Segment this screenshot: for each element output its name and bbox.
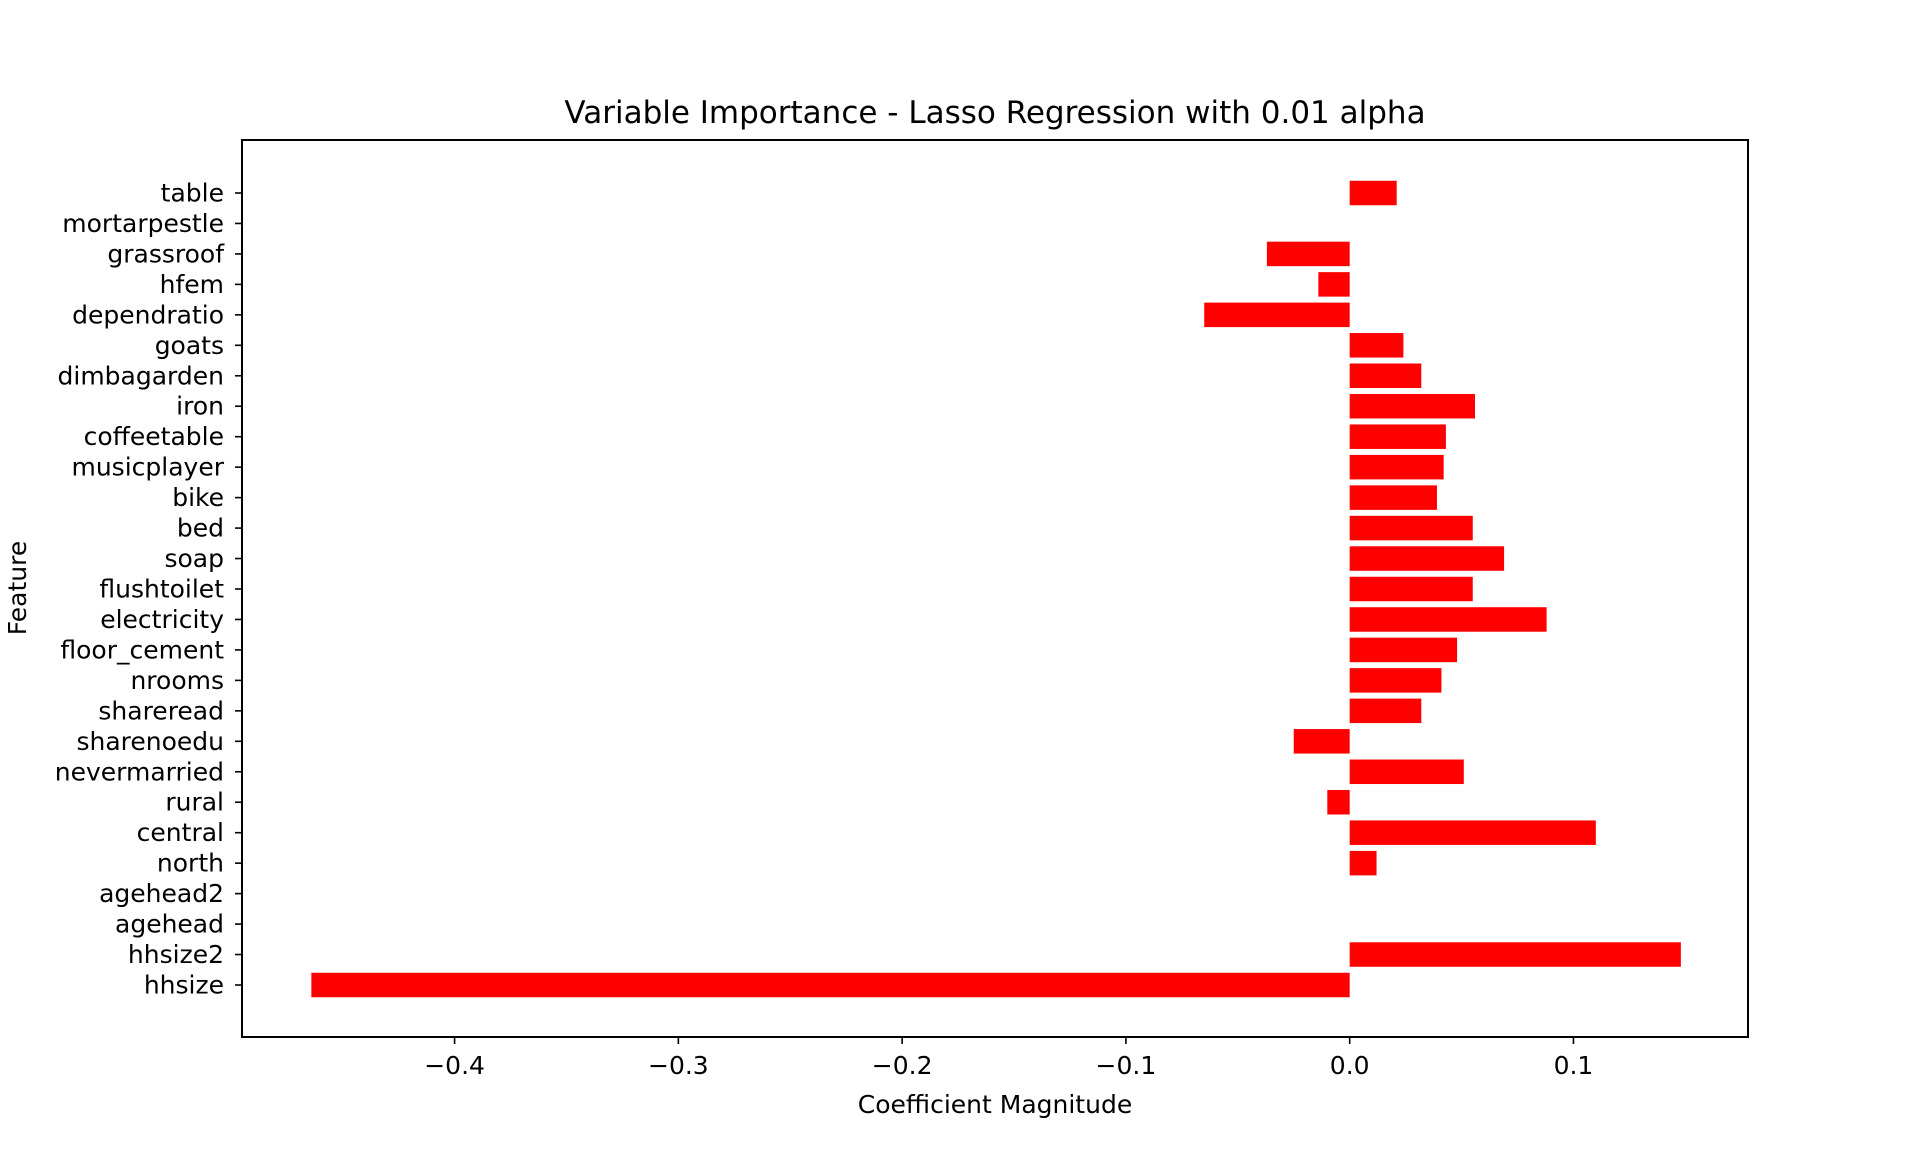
- y-tick-label-dependratio: dependratio: [72, 300, 224, 329]
- y-tick-label-floor-cement: floor_cement: [60, 635, 224, 664]
- bar-sharenoedu: [1293, 729, 1350, 754]
- y-tick-label-goats: goats: [155, 331, 224, 360]
- y-tick-label-shareread: shareread: [98, 696, 224, 725]
- x-tick-label: −0.1: [1096, 1051, 1157, 1080]
- bar-bed: [1349, 515, 1473, 541]
- bar-floor-cement: [1349, 637, 1458, 663]
- bar-hhsize2: [1349, 942, 1681, 967]
- x-tick-label: 0.1: [1554, 1051, 1594, 1080]
- y-tick-label-table: table: [161, 179, 224, 208]
- y-tick-label-iron: iron: [176, 392, 224, 421]
- bar-musicplayer: [1349, 454, 1444, 480]
- bar-coffeetable: [1349, 424, 1446, 449]
- y-tick-label-nrooms: nrooms: [130, 666, 224, 695]
- y-tick-label-bed: bed: [177, 514, 224, 543]
- bar-flushtoilet: [1349, 576, 1473, 602]
- x-ticks-group: −0.4 −0.3 −0.2 −0.1 0.0 0.1: [424, 1037, 1593, 1080]
- bar-hhsize: [311, 972, 1350, 998]
- y-tick-label-rural: rural: [165, 788, 224, 817]
- bar-goats: [1349, 333, 1404, 358]
- y-tick-label-hfem: hfem: [160, 270, 224, 299]
- y-tick-label-hhsize: hhsize: [144, 971, 224, 1000]
- bar-nrooms: [1349, 668, 1442, 693]
- y-ticks-group: hhsizehhsize2ageheadagehead2northcentral…: [55, 179, 242, 1000]
- bar-bike: [1349, 485, 1437, 510]
- bar-soap: [1349, 546, 1505, 571]
- y-tick-label-north: north: [157, 849, 224, 878]
- y-tick-label-flushtoilet: flushtoilet: [99, 575, 224, 604]
- y-tick-label-coffeetable: coffeetable: [84, 422, 224, 451]
- y-tick-label-nevermarried: nevermarried: [55, 757, 224, 786]
- y-tick-label-agehead: agehead: [115, 910, 224, 939]
- y-tick-label-bike: bike: [172, 483, 224, 512]
- bar-dimbagarden: [1349, 363, 1422, 389]
- bar-hfem: [1318, 272, 1350, 297]
- bar-iron: [1349, 393, 1475, 419]
- y-tick-label-electricity: electricity: [100, 605, 224, 634]
- bar-table: [1349, 180, 1397, 206]
- bar-rural: [1327, 789, 1350, 815]
- chart-title: Variable Importance - Lasso Regression w…: [564, 95, 1425, 131]
- x-tick-label: 0.0: [1330, 1051, 1370, 1080]
- bar-nevermarried: [1349, 759, 1464, 785]
- y-tick-label-central: central: [137, 818, 224, 847]
- bar-grassroof: [1266, 241, 1350, 267]
- y-tick-label-soap: soap: [164, 544, 224, 573]
- y-tick-label-musicplayer: musicplayer: [71, 453, 224, 482]
- y-tick-label-grassroof: grassroof: [107, 239, 225, 268]
- bar-dependratio: [1204, 302, 1350, 328]
- bar-central: [1349, 820, 1596, 845]
- x-tick-label: −0.4: [424, 1051, 485, 1080]
- x-axis-label: Coefficient Magnitude: [858, 1090, 1132, 1119]
- y-tick-label-sharenoedu: sharenoedu: [76, 727, 224, 756]
- bar-electricity: [1349, 607, 1547, 632]
- bar-north: [1349, 850, 1377, 876]
- y-tick-label-agehead2: agehead2: [99, 879, 224, 908]
- y-axis-label: Feature: [3, 541, 32, 635]
- y-tick-label-mortarpestle: mortarpestle: [62, 209, 224, 238]
- y-tick-label-dimbagarden: dimbagarden: [58, 361, 224, 390]
- y-tick-label-hhsize2: hhsize2: [128, 940, 224, 969]
- x-tick-label: −0.2: [872, 1051, 933, 1080]
- bars-group: [311, 180, 1681, 998]
- x-tick-label: −0.3: [648, 1051, 709, 1080]
- bar-shareread: [1349, 698, 1422, 724]
